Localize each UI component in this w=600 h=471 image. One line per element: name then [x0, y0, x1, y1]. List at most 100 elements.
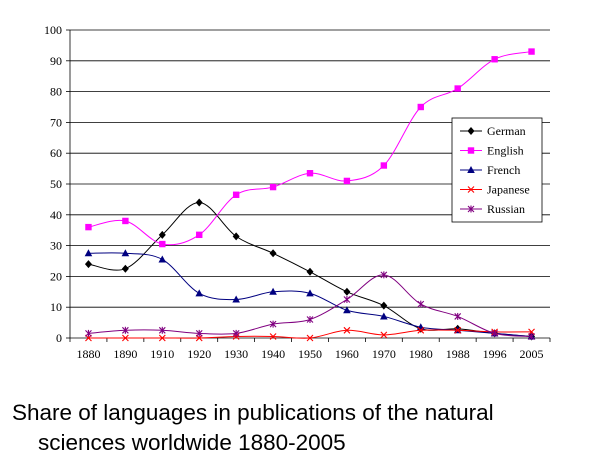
- point-english-1980: [417, 103, 424, 111]
- legend-marker-japanese-b: [467, 186, 475, 193]
- series-russian: [85, 271, 535, 340]
- legend-label-french: French: [487, 163, 520, 177]
- point-english-2005: [528, 48, 535, 55]
- legend-label-german: German: [487, 124, 526, 138]
- x-tick-label-1950: 1950: [298, 347, 322, 361]
- x-tick-label-1920: 1920: [187, 347, 211, 361]
- x-tick-label-1890: 1890: [113, 347, 137, 361]
- point-russian-1920: [195, 329, 203, 337]
- legend-marker-japanese: [467, 186, 475, 193]
- point-japanese-1960-b: [343, 326, 351, 334]
- point-russian-1880: [85, 329, 92, 337]
- point-japanese-1940: [269, 333, 277, 340]
- point-japanese-1970-b: [380, 331, 388, 339]
- y-tick-label-40: 40: [50, 208, 62, 222]
- point-french-1880: [84, 249, 93, 257]
- chart-caption: Share of languages in publications of th…: [12, 398, 592, 458]
- x-tick-label-2005: 2005: [520, 347, 544, 361]
- point-japanese-1980: [417, 326, 425, 334]
- point-japanese-1988-b: [454, 326, 462, 334]
- y-tick-label-70: 70: [50, 115, 62, 129]
- y-tick-label-60: 60: [50, 146, 62, 160]
- point-german-1880: [84, 260, 92, 269]
- series-line-russian: [88, 274, 532, 337]
- point-english-1930: [232, 191, 240, 198]
- point-russian-1960: [343, 296, 351, 303]
- legend-label-english: English: [487, 144, 524, 158]
- point-german-1960: [343, 287, 351, 296]
- x-tick-label-1996: 1996: [483, 347, 507, 361]
- x-tick-label-1910: 1910: [150, 347, 174, 361]
- legend-item-japanese: Japanese: [460, 183, 530, 197]
- point-german-1970: [380, 301, 388, 310]
- y-tick-labels: 0 10 20 30 40 50 60 70 80 90 100: [44, 23, 62, 345]
- y-tick-label-50: 50: [50, 177, 62, 191]
- y-tick-label-0: 0: [56, 331, 62, 345]
- point-french-1920: [195, 289, 204, 297]
- point-russian-2005: [528, 332, 535, 340]
- point-french-1910: [158, 255, 167, 263]
- point-russian-1988: [454, 312, 462, 320]
- point-french-1890: [121, 249, 130, 257]
- point-japanese-1910-b: [158, 334, 166, 342]
- gridlines: [70, 29, 550, 308]
- y-tick-label-100: 100: [44, 23, 62, 37]
- series-french: [84, 249, 536, 340]
- y-tick-label-10: 10: [50, 300, 62, 314]
- point-german-1930: [232, 232, 240, 241]
- x-tick-label-1880: 1880: [76, 347, 100, 361]
- caption-line-1: Share of languages in publications of th…: [12, 400, 494, 425]
- legend-label-russian: Russian: [487, 202, 525, 216]
- point-german-1890: [121, 264, 129, 273]
- point-japanese-1890: [121, 334, 129, 342]
- point-japanese-1950: [306, 334, 314, 342]
- legend-item-russian: Russian: [460, 202, 525, 216]
- x-tick-label-1980: 1980: [409, 347, 433, 361]
- point-japanese-1910: [158, 334, 166, 342]
- point-english-1940: [269, 183, 277, 191]
- point-japanese-1988: [454, 326, 462, 334]
- point-english-1910: [159, 240, 166, 248]
- legend-marker-french: [467, 166, 475, 173]
- point-japanese-1970: [380, 331, 388, 339]
- y-tick-label-80: 80: [50, 85, 62, 99]
- legend-marker-russian: [467, 205, 475, 213]
- point-german-1910: [158, 230, 166, 239]
- point-russian-1980: [417, 300, 425, 308]
- x-tick-labels: 1880 1890 1910 1920 1930 1940 1950 1960 1970 1980…: [76, 347, 543, 361]
- legend-item-french: French: [460, 163, 520, 177]
- point-russian-1940: [269, 320, 277, 328]
- point-french-1930: [232, 295, 240, 303]
- y-tick-label-30: 30: [50, 239, 62, 253]
- legend-item-german: German: [460, 124, 526, 138]
- x-tick-label-1930: 1930: [224, 347, 248, 361]
- point-russian-1910: [158, 326, 166, 334]
- x-tick-label-1988: 1988: [446, 347, 470, 361]
- point-japanese-1980-b: [417, 326, 425, 334]
- point-english-1950: [306, 170, 314, 177]
- point-japanese-1890-b: [121, 334, 129, 342]
- point-japanese-1960: [343, 326, 351, 334]
- point-russian-1950: [306, 316, 314, 324]
- point-german-1920: [195, 198, 203, 207]
- point-french-1960: [343, 306, 351, 314]
- point-french-1970: [380, 312, 388, 320]
- point-russian-1930: [232, 329, 240, 337]
- caption-line-2: sciences worldwide 1880-2005: [38, 430, 346, 455]
- series-japanese: [85, 326, 535, 342]
- y-tick-label-20: 20: [50, 269, 62, 283]
- point-russian-1890: [121, 326, 129, 334]
- point-english-1890: [122, 217, 129, 225]
- point-japanese-1940-b: [269, 333, 277, 340]
- legend-label-japanese: Japanese: [487, 183, 530, 197]
- y-tick-label-90: 90: [50, 54, 62, 68]
- series-english: [85, 48, 535, 248]
- point-english-1880: [85, 223, 92, 231]
- point-french-1950: [306, 289, 314, 297]
- legend-marker-german: [467, 127, 475, 135]
- point-german-1940: [269, 249, 277, 258]
- x-tick-label-1940: 1940: [261, 347, 285, 361]
- point-french-1940: [269, 287, 277, 295]
- point-german-1950: [306, 267, 314, 276]
- point-english-1920: [196, 231, 203, 239]
